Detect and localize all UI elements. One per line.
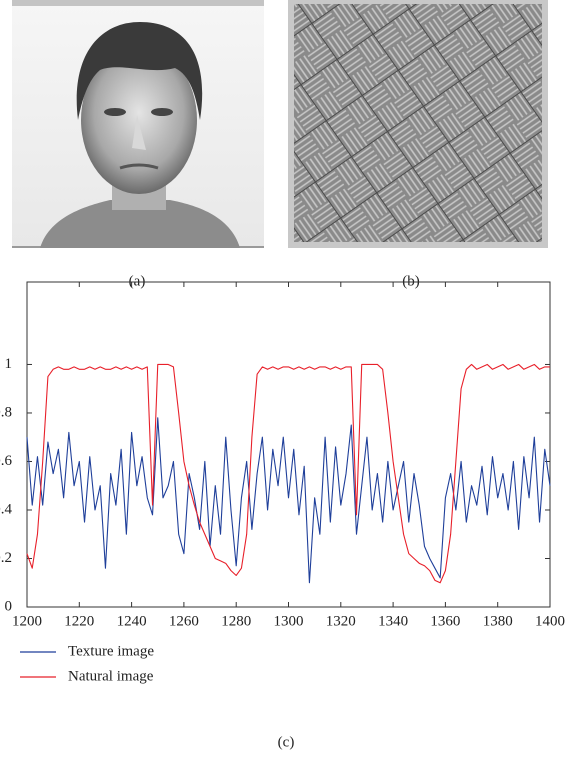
panel-caption: (c): [278, 734, 295, 750]
y-tick-label: 1: [5, 356, 13, 372]
y-tick-label: 0.6: [0, 453, 13, 469]
x-tick-label: 1380: [483, 613, 513, 629]
x-tick-label: 1200: [12, 613, 42, 629]
texture-image: [288, 0, 548, 248]
x-tick-label: 1220: [64, 613, 94, 629]
x-tick-label: 1280: [221, 613, 251, 629]
x-tick-label: 1360: [430, 613, 460, 629]
x-tick-label: 1400: [535, 613, 565, 629]
y-tick-label: 0.2: [0, 550, 12, 566]
data-line: [26, 363, 550, 584]
face-image: [12, 0, 264, 248]
data-line: [26, 417, 551, 584]
x-tick-label: 1260: [169, 613, 199, 629]
line-chart: 1200 1220 1240 1260 1280 1300 1320 1340 1360 1380…: [0, 281, 565, 629]
legend-label: Texture image: [68, 643, 154, 659]
legend-label: Natural image: [68, 668, 154, 684]
panel-caption: (b): [402, 273, 420, 289]
panel-caption: (a): [129, 273, 146, 289]
y-tick-label: 0.8: [0, 404, 12, 420]
x-tick-label: 1340: [378, 613, 408, 629]
x-tick-label: 1240: [117, 613, 147, 629]
x-tick-label: 1320: [326, 613, 356, 629]
y-tick-label: 0: [5, 598, 13, 614]
y-tick-label: 0.4: [0, 501, 13, 517]
x-tick-label: 1300: [274, 613, 304, 629]
